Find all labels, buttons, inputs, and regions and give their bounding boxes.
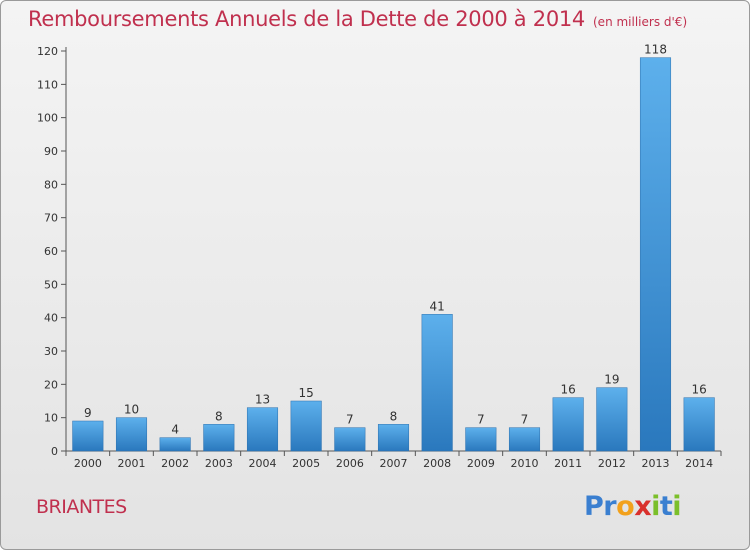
y-tick-label: 90 bbox=[44, 145, 58, 158]
bar-2009 bbox=[465, 427, 497, 452]
value-label-2006: 7 bbox=[346, 413, 354, 427]
y-tick-label: 0 bbox=[51, 445, 58, 458]
commune-name: BRIANTES bbox=[36, 496, 127, 518]
title-unit: (en milliers d'€) bbox=[593, 15, 688, 29]
bar-2000 bbox=[72, 420, 104, 452]
x-tick-label: 2006 bbox=[336, 457, 364, 470]
x-tick-label: 2010 bbox=[511, 457, 539, 470]
value-label-2014: 16 bbox=[692, 383, 707, 397]
value-label-2010: 7 bbox=[521, 413, 529, 427]
value-label-2007: 8 bbox=[390, 409, 398, 423]
bar-2014 bbox=[683, 397, 715, 452]
logo-letter: i bbox=[651, 491, 660, 522]
value-label-2002: 4 bbox=[171, 423, 179, 437]
x-tick-label: 2002 bbox=[161, 457, 189, 470]
value-label-2000: 9 bbox=[84, 406, 92, 420]
y-tick-label: 40 bbox=[44, 312, 58, 325]
value-labels: 9 10 4 8 13 15 7 8 41 7 7 16 19 118 16 bbox=[84, 43, 707, 437]
title-text: Remboursements Annuels de la Dette de 20… bbox=[28, 7, 585, 31]
y-tick-label: 70 bbox=[44, 212, 58, 225]
x-tick-label: 2008 bbox=[423, 457, 451, 470]
value-label-2008: 41 bbox=[430, 299, 445, 313]
y-tick-label: 30 bbox=[44, 345, 58, 358]
bar-2010 bbox=[508, 427, 541, 452]
logo-letter: r bbox=[603, 491, 617, 522]
logo-letter: i bbox=[672, 491, 682, 522]
bar-2007 bbox=[377, 424, 410, 452]
bar-2013 bbox=[639, 57, 672, 452]
bar-2008 bbox=[421, 314, 453, 452]
x-tick-label: 2000 bbox=[74, 457, 102, 470]
y-tick-label: 100 bbox=[37, 112, 58, 125]
x-axis: 2000 2001 2002 2003 2004 2005 2006 2007 2008 2009… bbox=[65, 450, 722, 470]
value-label-2009: 7 bbox=[477, 413, 485, 427]
x-tick-label: 2003 bbox=[205, 457, 233, 470]
y-tick-label: 50 bbox=[44, 278, 58, 291]
y-tick-label: 60 bbox=[44, 245, 58, 258]
y-axis: 0 10 20 30 40 50 60 70 80 90 100 110 120 bbox=[37, 45, 67, 458]
x-tick-label: 2004 bbox=[249, 457, 277, 470]
value-label-2005: 15 bbox=[299, 386, 314, 400]
value-label-2012: 19 bbox=[604, 373, 619, 387]
y-tick-label: 10 bbox=[44, 412, 58, 425]
bars bbox=[72, 57, 715, 452]
y-tick-label: 110 bbox=[37, 78, 58, 91]
y-tick-label: 80 bbox=[44, 178, 58, 191]
value-label-2013: 118 bbox=[644, 43, 667, 57]
x-tick-label: 2007 bbox=[380, 457, 408, 470]
bar-2001 bbox=[115, 417, 148, 452]
value-label-2011: 16 bbox=[561, 383, 576, 397]
x-tick-label: 2001 bbox=[118, 457, 146, 470]
y-tick-label: 120 bbox=[37, 45, 58, 58]
x-tick-label: 2005 bbox=[292, 457, 320, 470]
bar-2006 bbox=[334, 427, 366, 452]
bar-2002 bbox=[159, 437, 191, 452]
x-tick-label: 2009 bbox=[467, 457, 495, 470]
x-tick-label: 2014 bbox=[685, 457, 713, 470]
bar-2011 bbox=[552, 397, 584, 452]
y-tick-label: 20 bbox=[44, 378, 58, 391]
value-label-2001: 10 bbox=[124, 403, 139, 417]
value-label-2003: 8 bbox=[215, 409, 223, 423]
bar-2004 bbox=[246, 407, 279, 452]
bar-2005 bbox=[290, 400, 322, 452]
logo-letter: P bbox=[584, 491, 604, 522]
logo-letter: t bbox=[659, 491, 673, 522]
value-label-2004: 13 bbox=[255, 393, 270, 407]
x-tick-label: 2013 bbox=[642, 457, 670, 470]
x-tick-label: 2011 bbox=[554, 457, 582, 470]
bar-2003 bbox=[203, 424, 235, 452]
logo-letter: o bbox=[616, 491, 635, 522]
x-tick-label: 2012 bbox=[598, 457, 626, 470]
proxiti-logo: Proxiti bbox=[584, 491, 682, 522]
chart-title: Remboursements Annuels de la Dette de 20… bbox=[28, 7, 687, 31]
bar-2012 bbox=[596, 387, 628, 452]
logo-letter: x bbox=[634, 491, 652, 522]
